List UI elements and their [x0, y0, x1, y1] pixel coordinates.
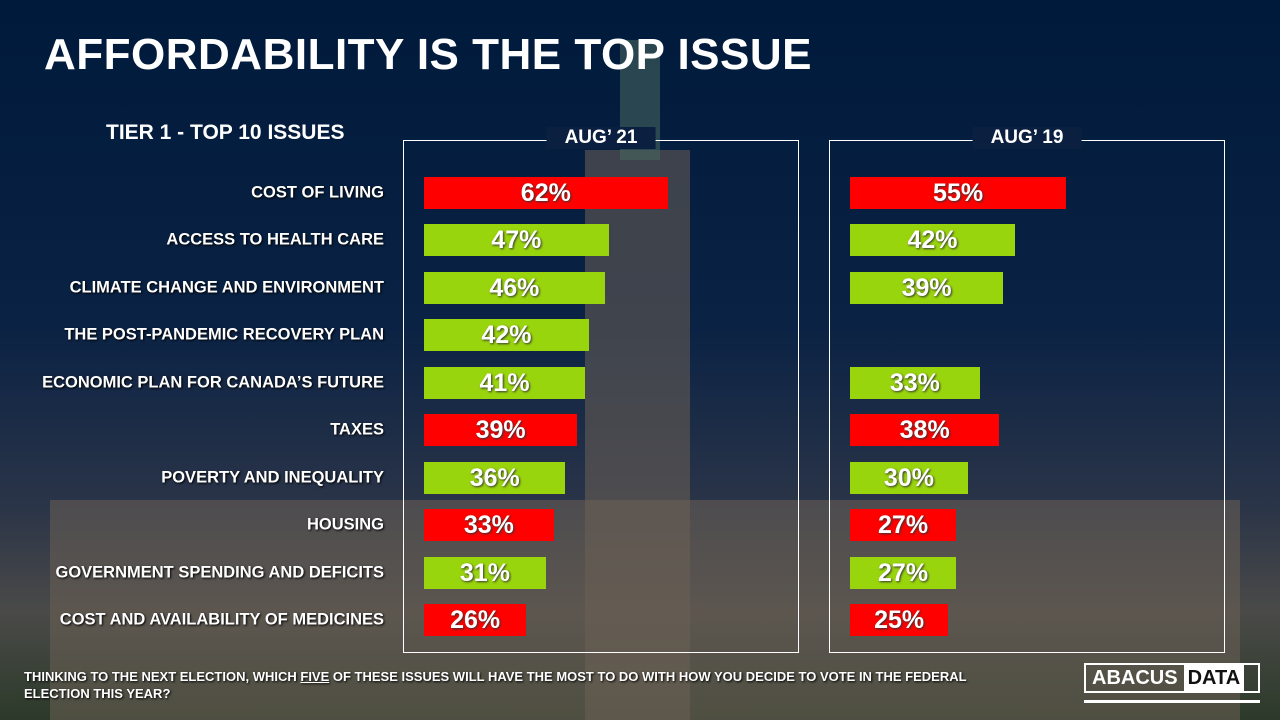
- series-header: AUG’ 21: [546, 127, 656, 149]
- category-label: THE POST-PANDEMIC RECOVERY PLAN: [64, 325, 384, 344]
- category-label: ACCESS TO HEALTH CARE: [166, 230, 384, 249]
- background-building: [50, 500, 1240, 720]
- bar-aug21: 42%: [424, 319, 590, 351]
- bar-aug19: 25%: [850, 604, 949, 636]
- chart-subtitle: TIER 1 - TOP 10 ISSUES: [106, 121, 345, 144]
- panel-aug21: AUG’ 21: [403, 127, 799, 653]
- abacus-data-logo: ABACUS DATA: [1084, 663, 1260, 693]
- category-label: HOUSING: [306, 515, 384, 534]
- bar-aug19: 27%: [850, 509, 957, 541]
- bar-aug21: 26%: [424, 604, 527, 636]
- bar-aug19: 42%: [850, 224, 1016, 256]
- category-label: TAXES: [330, 420, 384, 439]
- category-label: GOVERNMENT SPENDING AND DEFICITS: [55, 563, 385, 582]
- bar-aug21: 47%: [424, 224, 609, 256]
- bar-aug21: 41%: [424, 367, 586, 399]
- category-label: POVERTY AND INEQUALITY: [161, 468, 384, 487]
- bar-aug21: 46%: [424, 272, 605, 304]
- bar-aug19: 38%: [850, 414, 1000, 446]
- category-label: ECONOMIC PLAN FOR CANADA’S FUTURE: [42, 373, 384, 392]
- category-label: COST AND AVAILABILITY OF MEDICINES: [59, 610, 384, 629]
- bar-aug21: 36%: [424, 462, 566, 494]
- category-label: COST OF LIVING: [251, 183, 384, 202]
- bar-aug19: 27%: [850, 557, 957, 589]
- bar-aug19: 39%: [850, 272, 1004, 304]
- bar-aug21: 39%: [424, 414, 578, 446]
- footnote: THINKING TO THE NEXT ELECTION, WHICH FIV…: [24, 669, 967, 701]
- bar-aug21: 33%: [424, 509, 554, 541]
- page-title: AFFORDABILITY IS THE TOP ISSUE: [44, 30, 812, 79]
- series-header: AUG’ 19: [972, 127, 1082, 149]
- bar-aug19: 33%: [850, 367, 980, 399]
- bar-aug19: 55%: [850, 177, 1067, 209]
- category-label: CLIMATE CHANGE AND ENVIRONMENT: [69, 278, 384, 297]
- bar-aug19: 30%: [850, 462, 968, 494]
- logo-underline: [1084, 700, 1260, 703]
- bar-aug21: 31%: [424, 557, 546, 589]
- panel-aug19: AUG’ 19: [829, 127, 1225, 653]
- bar-aug21: 62%: [424, 177, 668, 209]
